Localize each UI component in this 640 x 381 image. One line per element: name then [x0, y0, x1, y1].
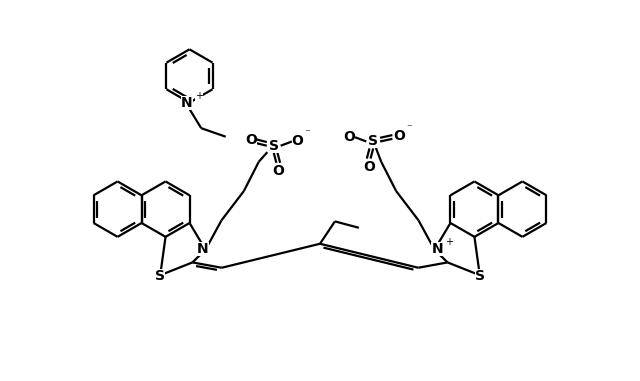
Text: N: N [431, 242, 443, 256]
Text: O: O [393, 129, 404, 143]
Text: O: O [272, 164, 284, 178]
Text: O: O [343, 130, 355, 144]
Text: S: S [269, 139, 278, 153]
Text: N: N [181, 96, 193, 110]
Text: +: + [445, 237, 453, 247]
Text: S: S [475, 269, 484, 283]
Text: N: N [197, 242, 209, 256]
Text: O: O [363, 160, 375, 173]
Text: +: + [195, 91, 203, 101]
Text: S: S [368, 134, 378, 149]
Text: S: S [156, 269, 165, 283]
Text: ⁻: ⁻ [406, 123, 412, 133]
Text: ⁻: ⁻ [305, 128, 310, 139]
Text: O: O [245, 133, 257, 147]
Text: O: O [292, 134, 303, 149]
